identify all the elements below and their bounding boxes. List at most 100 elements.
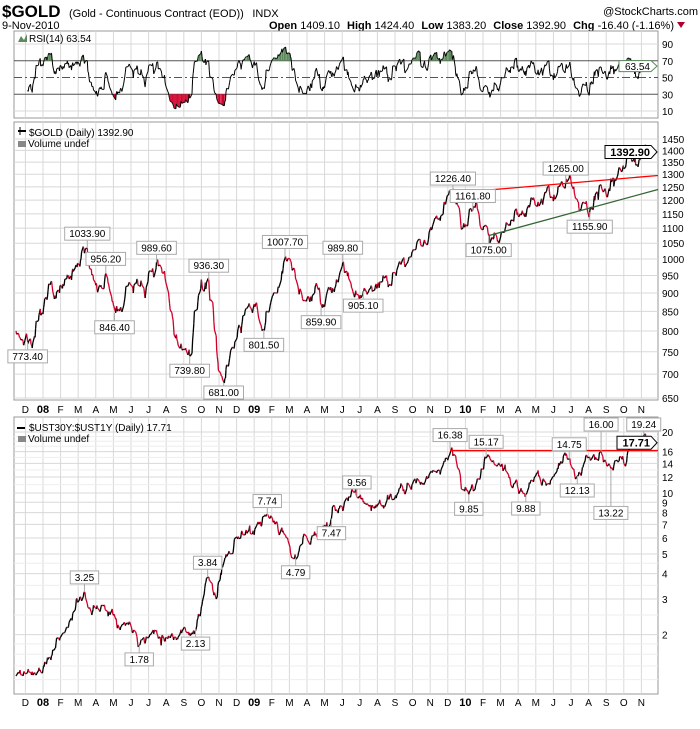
gold-price-bar [316,283,318,289]
gold-price-bar [319,288,320,294]
annotation-label: 681.00 [208,388,239,399]
gold-price-bar [622,171,623,172]
spread-line-segment [245,532,246,536]
rsi-line-segment [421,62,422,67]
spread-last-value: 17.71 [622,438,650,450]
watermark[interactable]: @StockCharts.com [603,6,698,18]
rsi-line-segment [359,90,360,92]
open-value: 1409.10 [300,20,340,32]
gold-price-bar [570,176,571,180]
rsi-line-segment [375,71,376,75]
gold-price-bar [460,211,461,217]
spread-line-segment [292,558,294,559]
price-annotation: 7.47 [317,519,345,540]
spread-tick-label: 6 [662,534,668,545]
rsi-line-segment [120,89,121,93]
gold-price-bar [526,214,527,217]
gold-price-bar [213,309,214,322]
gold-price-bar [576,198,578,199]
spread-line-segment [56,643,57,648]
rsi-line-segment [101,87,102,89]
rsi-line-segment [505,74,506,78]
spread-month-label: N [215,698,222,709]
rsi-line-segment [125,72,126,76]
rsi-line-segment [153,67,154,74]
spread-line-segment [205,582,206,583]
gold-price-bar [349,278,351,282]
rsi-line-segment [602,71,603,73]
gold-price-bar [18,333,19,335]
rsi-line-segment [302,90,303,92]
gold-price-bar [202,285,203,290]
gold-price-bar [477,208,479,214]
gold-price-bar [199,291,201,295]
rsi-line-segment [486,85,488,87]
rsi-line-segment [272,59,273,60]
rsi-line-segment [411,60,412,63]
price-annotation: 12.13 [560,476,594,497]
rsi-oversold-fill [220,94,221,104]
gold-price-bar [542,199,543,201]
spread-line-segment [29,672,31,673]
spread-line-segment [63,633,64,634]
spread-line-segment [436,471,437,472]
gold-price-bar [214,322,215,330]
spread-line-segment [262,517,263,522]
rsi-line-segment [72,65,73,70]
annotation-label: 1226.40 [435,174,472,185]
rsi-line-segment [245,58,246,60]
spread-line-segment [332,507,333,514]
gold-price-bar [234,342,235,348]
rsi-line-segment [506,68,507,69]
gold-month-label: M [74,405,82,416]
gold-price-bar [335,284,336,287]
gold-price-bar [186,348,187,350]
rsi-line-segment [290,54,291,57]
spread-line-segment [136,632,137,634]
spread-line-segment [288,538,289,541]
gold-month-label: S [603,405,610,416]
gold-price-bar [242,316,243,322]
gold-price-bar [258,310,259,314]
symbol-description: (Gold - Continuous Contract (EOD)) [69,8,244,20]
spread-month-label: F [58,698,64,709]
gold-tick-label: 700 [662,370,679,381]
spread-line-segment [397,492,399,495]
gold-price-bar [120,308,121,311]
rsi-line-segment [480,89,481,90]
spread-line-segment [623,458,624,463]
spread-month-label: O [620,698,628,709]
rsi-line-segment [542,68,543,71]
line-series-icon [17,427,25,429]
rsi-legend-text: RSI(14) 63.54 [29,34,92,45]
gold-price-bar [137,279,138,280]
spread-line-segment [294,558,295,559]
gold-price-bar [24,343,25,345]
gold-price-bar [295,273,296,279]
gold-price-bar [369,288,371,290]
gold-price-bar [526,209,527,214]
rsi-line-segment [124,80,125,84]
gold-month-label: O [620,405,628,416]
gold-price-bar [170,304,171,310]
gold-month-label: D [444,405,451,416]
spread-line-segment [480,478,481,480]
spread-line-segment [216,598,217,599]
gold-tick-label: 1200 [662,196,685,207]
rsi-tick-label: 70 [662,57,674,68]
spread-line-segment [602,455,603,456]
spread-line-segment [316,534,317,537]
spread-line-segment [539,476,541,482]
gold-month-label: J [357,405,362,416]
gold-month-label: F [269,405,275,416]
gold-price-bar [110,291,112,297]
spread-line-segment [469,492,470,494]
rsi-line-segment [392,66,393,73]
rsi-line-segment [352,86,353,88]
spread-line-segment [36,673,37,675]
gold-price-bar [558,187,559,193]
spread-line-segment [211,582,213,584]
spread-tick-label: 7 [662,520,668,531]
gold-price-bar [381,282,383,283]
gold-price-bar [237,331,238,338]
